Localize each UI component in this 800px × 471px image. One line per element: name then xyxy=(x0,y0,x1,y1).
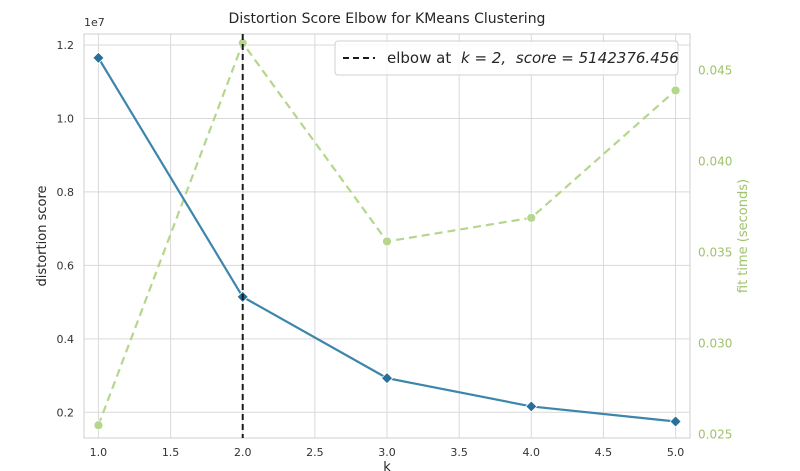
y-tick-label: 0.2 xyxy=(57,406,75,419)
y-axis-offset-label: 1e7 xyxy=(84,16,105,29)
y2-tick-label: 0.035 xyxy=(698,245,732,259)
y-tick-label: 0.6 xyxy=(57,259,75,272)
y-tick-label: 0.4 xyxy=(57,333,75,346)
y2-tick-label: 0.025 xyxy=(698,427,732,441)
y-tick-label: 1.0 xyxy=(57,112,75,125)
y2-tick-label: 0.030 xyxy=(698,336,732,350)
distortion-point xyxy=(380,372,394,385)
x-tick-label: 4.5 xyxy=(595,446,613,459)
y2-tick-label: 0.040 xyxy=(698,154,732,168)
fit-time-point xyxy=(670,85,681,96)
distortion-point xyxy=(92,51,105,64)
legend-label-score: score = 5142376.456 xyxy=(516,49,679,67)
y-tick-label: 1.2 xyxy=(57,39,75,52)
x-tick-label: 1.0 xyxy=(90,446,108,459)
chart-title: Distortion Score Elbow for KMeans Cluste… xyxy=(229,11,546,27)
legend-box xyxy=(334,40,679,76)
y-tick-label: 0.8 xyxy=(57,186,75,199)
distortion-point xyxy=(525,400,538,413)
y-axis-ticks: 0.2 0.4 0.6 0.8 1.0 1.2 xyxy=(57,39,75,419)
x-tick-label: 3.0 xyxy=(378,446,396,459)
legend-label-k: k = 2, xyxy=(461,49,506,67)
x-tick-label: 1.5 xyxy=(162,446,180,459)
fit-time-point xyxy=(93,420,104,431)
legend-label: elbow at k = 2, score = 5142376.456 xyxy=(387,49,679,67)
y2-tick-label: 0.045 xyxy=(698,63,732,77)
x-tick-label: 3.5 xyxy=(450,446,468,459)
x-tick-label: 5.0 xyxy=(667,446,685,459)
x-axis-ticks: 1.0 1.5 2.0 2.5 3.0 3.5 4.0 4.5 5.0 xyxy=(90,446,685,459)
y-axis-label: distortion score xyxy=(35,186,50,287)
legend-label-prefix: elbow at xyxy=(387,49,451,67)
distortion-point xyxy=(669,415,682,428)
x-tick-label: 4.0 xyxy=(523,446,541,459)
x-tick-label: 2.0 xyxy=(234,446,252,459)
x-tick-label: 2.5 xyxy=(306,446,324,459)
x-axis-label: k xyxy=(383,460,391,471)
fit-time-point xyxy=(382,236,392,247)
fit-time-series xyxy=(93,38,681,431)
grid xyxy=(84,34,690,438)
y2-axis-label: fit time (seconds) xyxy=(736,179,751,293)
legend: elbow at k = 2, score = 5142376.456 xyxy=(334,40,679,76)
y2-axis-ticks: 0.025 0.030 0.035 0.040 0.045 xyxy=(698,63,732,441)
fit-time-point xyxy=(526,212,537,223)
